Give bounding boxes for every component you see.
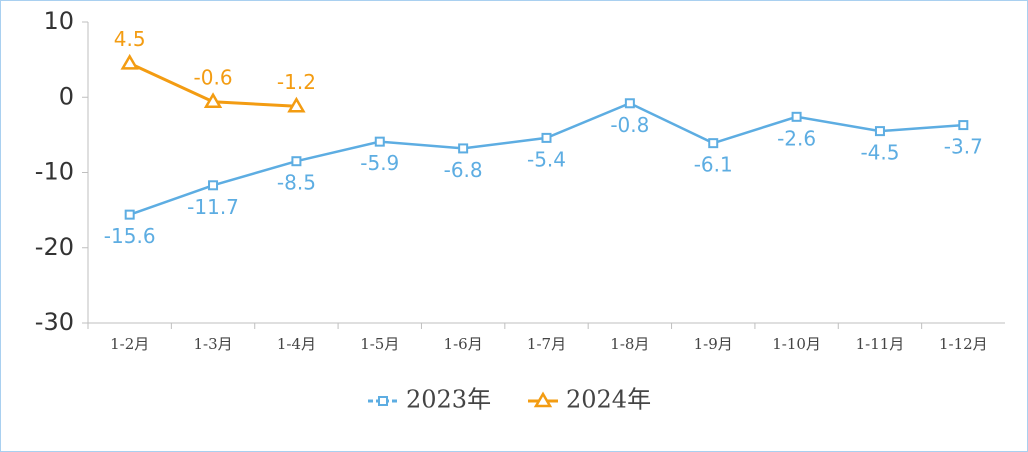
data-point [708,138,719,149]
x-tick-label: 1-4月 [277,335,316,353]
x-tick-label: 1-6月 [444,335,483,353]
x-tick-label: 1-12月 [939,335,988,353]
y-tick-label: 0 [59,82,74,110]
x-tick-label: 1-8月 [610,335,649,353]
data-label: -15.6 [104,224,156,248]
x-tick-label: 1-3月 [193,335,232,353]
data-point [291,156,302,167]
x-tick-label: 1-7月 [527,335,566,353]
data-label: -1.2 [277,70,316,94]
data-point [203,92,223,109]
data-label: -2.6 [777,126,816,150]
legend-label: 2024年 [566,386,651,414]
data-label: -5.9 [360,151,399,175]
x-tick-label: 1-10月 [772,335,821,353]
y-tick-label: 10 [43,7,74,35]
x-tick-label: 1-5月 [360,335,399,353]
data-point [374,136,385,147]
y-tick-label: -10 [35,158,74,186]
data-label: -6.8 [444,158,483,182]
data-label: -11.7 [187,195,239,219]
x-tick-label: 1-2月 [110,335,149,353]
data-label: -6.1 [694,153,733,177]
data-label: -0.8 [610,113,649,137]
data-point [120,53,139,70]
data-point [541,132,552,143]
data-point [958,120,969,131]
legend-label: 2023年 [406,386,491,414]
data-point [287,96,306,113]
legend-marker [378,396,388,406]
data-label: -8.5 [277,171,316,195]
legend-marker [533,391,553,408]
y-tick-label: -20 [35,233,74,261]
data-point [791,111,802,122]
x-tick-label: 1-9月 [694,335,733,353]
data-label: -0.6 [194,65,233,89]
data-label: -3.7 [944,135,983,159]
data-label: -5.4 [527,147,566,171]
data-point [124,209,135,220]
data-point [624,98,635,109]
data-label: 4.5 [114,27,146,51]
y-tick-label: -30 [35,308,74,336]
data-point [458,143,469,154]
x-tick-label: 1-11月 [856,335,905,353]
data-point [874,126,885,137]
data-label: -4.5 [860,141,899,165]
data-point [208,180,219,191]
